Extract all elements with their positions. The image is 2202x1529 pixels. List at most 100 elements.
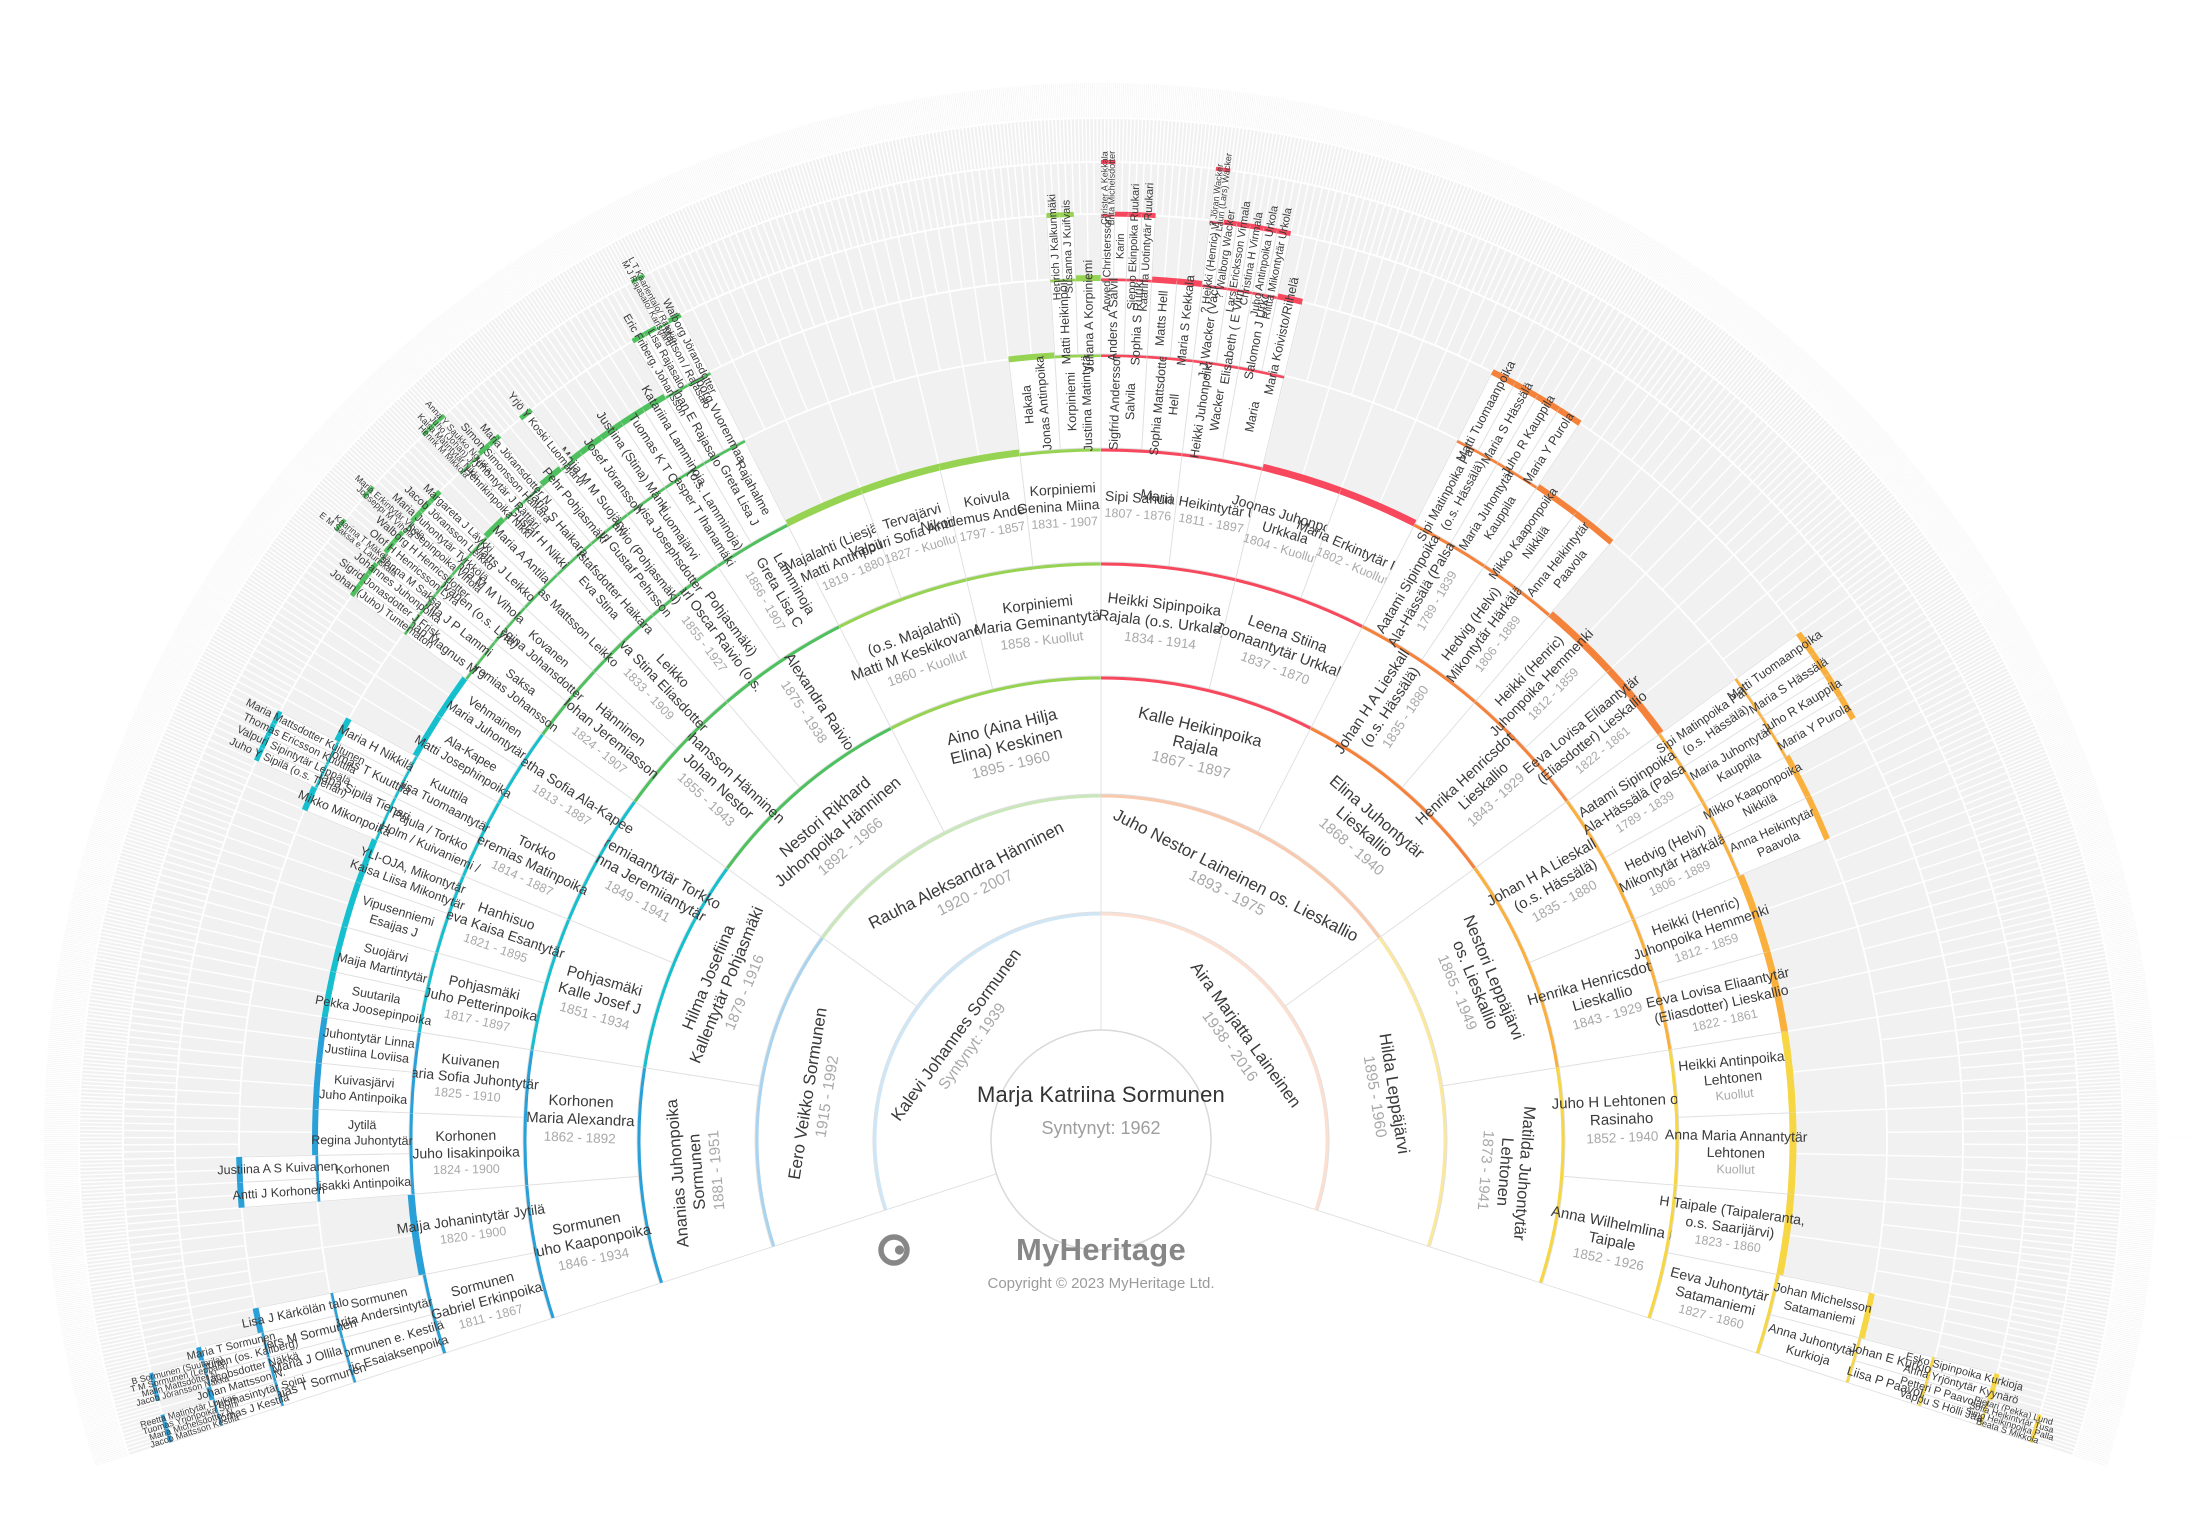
person-name: Juho Antinpoika bbox=[319, 1087, 408, 1107]
myheritage-logo-text: MyHeritage bbox=[1015, 1232, 1187, 1267]
person-name: Juho H Lehtonen os. bbox=[1551, 1090, 1690, 1113]
empty-ring-ticks bbox=[78, 118, 2124, 1457]
person-label: Justiina A S Kuivanen bbox=[217, 1159, 338, 1177]
person-dates: 1862 - 1892 bbox=[543, 1129, 616, 1147]
person-name: Wacker bbox=[1207, 388, 1227, 432]
person-name: Kuivanen bbox=[441, 1050, 501, 1072]
person-name: Anders A Salvila bbox=[1106, 271, 1121, 362]
fan-segment-arc bbox=[236, 1156, 244, 1183]
person-dates: 1807 - 1876 bbox=[1104, 506, 1171, 524]
empty-ring-ticks bbox=[42, 81, 2160, 1468]
person-name: Korhonen bbox=[435, 1127, 496, 1144]
person-name: Christer A Kekkala bbox=[1099, 151, 1109, 225]
person-label: Antti J Korhonen bbox=[232, 1183, 325, 1203]
person-name: Iisakki Antinpoika bbox=[315, 1175, 412, 1194]
person-name: Regina Juhontytär bbox=[311, 1133, 413, 1148]
fan-segment-arc bbox=[160, 1414, 167, 1423]
fan-segment-arc bbox=[1276, 228, 1292, 237]
person-name: Juliana A Korpiniemi bbox=[1081, 260, 1097, 373]
person-label: Juliana A Korpiniemi bbox=[1081, 260, 1097, 373]
person-dates: Kuollut bbox=[1715, 1086, 1755, 1104]
fan-segment-arc bbox=[338, 518, 347, 527]
copyright-text: Copyright © 2023 MyHeritage Ltd. bbox=[987, 1275, 1215, 1292]
person-dates: 1824 - 1900 bbox=[433, 1162, 500, 1177]
person-label: Brita Michelsdotter bbox=[1106, 151, 1117, 226]
fan-segment-arc bbox=[519, 408, 533, 421]
person-label: Matts Hell bbox=[1153, 290, 1171, 346]
person-name: Jytilä bbox=[348, 1118, 377, 1132]
person-dates: 1873 - 1941 bbox=[1474, 1130, 1497, 1211]
person-name: Sieppo Ekinpoika Ruukari bbox=[1126, 183, 1143, 309]
person-name: Salvila bbox=[1123, 383, 1138, 420]
person-dates: 1881 - 1951 bbox=[705, 1130, 728, 1211]
fan-segment-arc bbox=[1787, 1112, 1797, 1195]
fan-segment-arc bbox=[366, 485, 375, 494]
person-name: Anna Maria Annantytär bbox=[1665, 1126, 1808, 1145]
myheritage-branding: MyHeritage Copyright © 2023 MyHeritage L… bbox=[876, 1232, 1326, 1292]
person-name: Juho Iisakinpoika bbox=[412, 1143, 520, 1161]
fan-segment-arc bbox=[1805, 795, 1830, 841]
ring-boundary bbox=[78, 117, 2124, 1457]
person-name: Lehtonen bbox=[1707, 1144, 1766, 1161]
person-name: Kuivasjärvi bbox=[334, 1072, 395, 1090]
person-label: Sieppo Ekinpoika Ruukari bbox=[1126, 183, 1143, 309]
person-name: Hakala bbox=[1019, 385, 1036, 425]
person-dates: Kuollut bbox=[1716, 1162, 1755, 1177]
person-name: Maria Alexandra bbox=[526, 1109, 636, 1130]
person-label: Christer A Kekkala bbox=[1099, 151, 1109, 225]
person-dates: 1825 - 1910 bbox=[434, 1084, 502, 1104]
person-label: Anders A Salvila bbox=[1106, 271, 1121, 362]
person-name: Justiina Matintytär bbox=[1078, 351, 1095, 452]
person-name: Lehtonen bbox=[1493, 1137, 1516, 1207]
ring-boundary bbox=[42, 81, 2160, 1468]
fan-segment-arc bbox=[487, 433, 502, 447]
person-name: Koivula bbox=[962, 486, 1010, 510]
person-name: Sophia S Ruukari bbox=[1128, 268, 1146, 366]
person-label: Matti Heikinpoika bbox=[1056, 269, 1074, 365]
person-name: Brita Michelsdotter bbox=[1106, 151, 1117, 226]
fan-segment-arc bbox=[636, 273, 646, 281]
center-circle[interactable] bbox=[990, 1029, 1212, 1251]
person-name: Matts Hell bbox=[1153, 290, 1171, 346]
person-name: Sipi Sahuri bbox=[1105, 488, 1174, 508]
empty-ring-ticks bbox=[8, 47, 2194, 1479]
person-name: Antti J Korhonen bbox=[232, 1183, 325, 1203]
person-name: Maria bbox=[1242, 400, 1262, 434]
person-label: Sigfrid Andersson Salvila bbox=[1107, 352, 1138, 450]
person-name: Susanna J Kuifvais bbox=[1060, 199, 1075, 293]
person-label: Maria bbox=[1242, 400, 1262, 434]
fan-segment-arc bbox=[1059, 211, 1074, 218]
person-name: Korpiniemi bbox=[1064, 372, 1080, 431]
person-label: Henrich J Kalkunmäki bbox=[1046, 194, 1064, 301]
person-dates: 1852 - 1940 bbox=[1586, 1129, 1659, 1147]
person-name: Matti Heikinpoika bbox=[1056, 269, 1074, 365]
person-name: Hell bbox=[1166, 393, 1182, 416]
outer-ring-boundary bbox=[8, 47, 2194, 1478]
person-name: Justiina A S Kuivanen bbox=[217, 1159, 338, 1177]
fan-segment-arc bbox=[1573, 510, 1614, 545]
person-name: Sigfrid Andersson bbox=[1107, 352, 1124, 450]
person-label: Karin bbox=[1114, 233, 1127, 259]
person-name: Sormunen bbox=[685, 1133, 709, 1210]
fan-segment-arc bbox=[1222, 167, 1231, 173]
fan-segment-arc bbox=[149, 1372, 155, 1381]
person-label: Susanna J Kuifvais bbox=[1060, 199, 1075, 293]
person-label: Sophia S Ruukari bbox=[1128, 268, 1146, 366]
person-name: Karin bbox=[1114, 233, 1127, 259]
